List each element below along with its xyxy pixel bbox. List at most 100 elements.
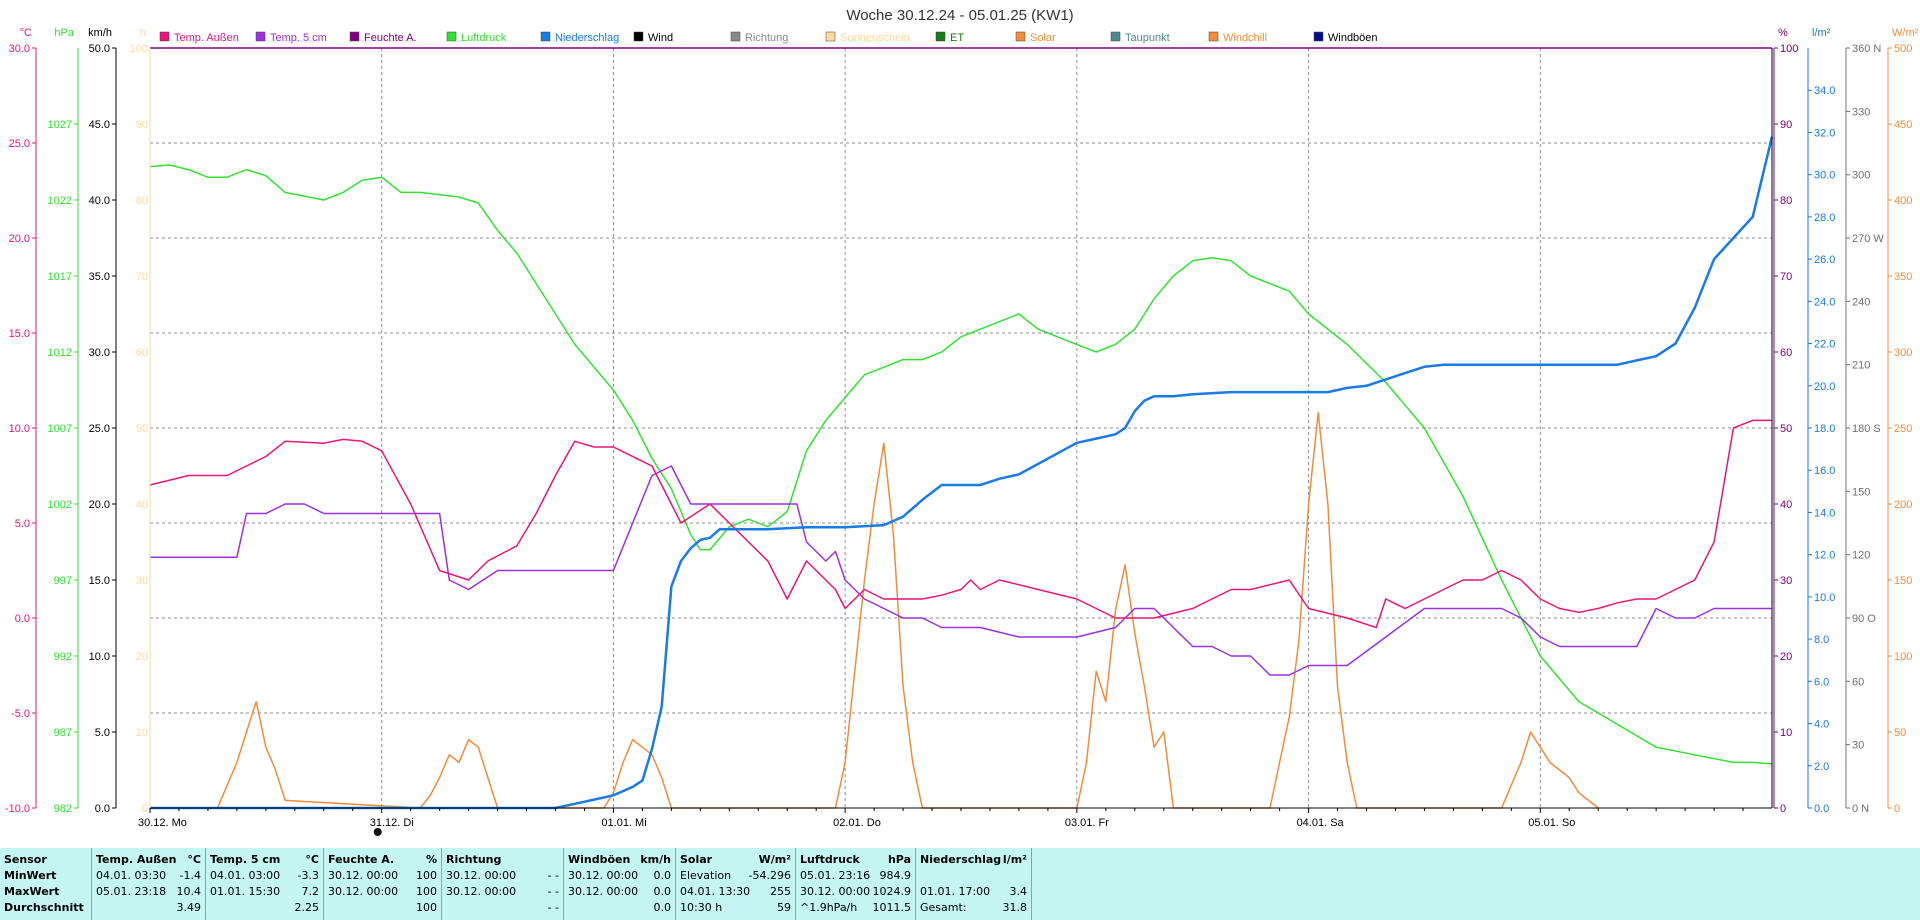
stats-col-unit: °C	[305, 853, 319, 866]
legend-label: Sonnenschein	[840, 32, 910, 44]
stats-col-unit: %	[425, 853, 437, 866]
axis-tick-label-humidity: 70	[1780, 271, 1792, 283]
x-day-label: 02.01. Do	[833, 817, 881, 829]
axis-tick-label-humidity: 60	[1780, 347, 1792, 359]
stats-cell-label: Gesamt:	[920, 901, 967, 914]
x-day-label: 05.01. So	[1528, 817, 1575, 829]
stats-cell-value: -3.3	[297, 869, 319, 882]
axis-tick-label-direction: 360 N	[1852, 43, 1881, 55]
stats-cell-value: 1011.5	[872, 901, 912, 914]
axis-tick-label-humidity: 40	[1780, 499, 1792, 511]
series-group	[149, 136, 1774, 810]
stats-cell-label: ^1.9hPa/h	[800, 901, 858, 914]
axis-tick-label-pressure: 987	[54, 727, 72, 739]
axis-tick-label-precip: 26.0	[1814, 254, 1835, 266]
stats-col-header: Temp. 5 cm	[210, 853, 281, 866]
stats-col-header: Windböen	[568, 853, 631, 866]
axis-tick-label-direction: 270 W	[1852, 233, 1884, 245]
stats-col-luftdruck: Luftdruck hPa 05.01. 23:16 984.9 30.12. 00:0…	[796, 848, 916, 920]
axis-tick-label-pressure: 982	[54, 803, 72, 815]
axis-tick-label-solar: 200	[1894, 499, 1912, 511]
legend-swatch	[1313, 31, 1324, 42]
axis-tick-label-temp: -10.0	[5, 803, 30, 815]
axis-tick-label-wind: 25.0	[89, 423, 110, 435]
stats-cell-label: 30.12. 00:00	[446, 885, 517, 898]
axis-tick-label-humidity: 100	[1780, 43, 1798, 55]
stats-cell-value: - -	[547, 901, 559, 914]
axis-tick-label-humidity: 10	[1780, 727, 1792, 739]
axis-tick-label-temp: 10.0	[9, 423, 30, 435]
stats-cell-label: 04.01. 03:30	[96, 869, 167, 882]
axis-tick-label-sunshine: 70	[136, 271, 148, 283]
legend-label: Luftdruck	[461, 32, 507, 44]
axis-unit-wind: km/h	[88, 27, 112, 39]
axis-tick-label-solar: 150	[1894, 575, 1912, 587]
axis-tick-label-pressure: 1017	[48, 271, 72, 283]
stats-col-header: Solar	[680, 853, 713, 866]
axis-tick-label-humidity: 30	[1780, 575, 1792, 587]
axis-tick-label-wind: 10.0	[89, 651, 110, 663]
row-label-min: MinWert	[4, 869, 57, 882]
axis-tick-label-precip: 14.0	[1814, 507, 1835, 519]
axis-tick-label-sunshine: 90	[136, 119, 148, 131]
legend-label: Taupunkt	[1125, 32, 1170, 44]
x-day-label: 30.12. Mo	[138, 817, 187, 829]
axis-tick-label-temp: 0.0	[15, 613, 30, 625]
stats-header: Sensor	[4, 853, 47, 866]
axis-tick-label-precip: 4.0	[1814, 719, 1829, 731]
axis-tick-label-humidity: 80	[1780, 195, 1792, 207]
axis-tick-label-sunshine: 60	[136, 347, 148, 359]
stats-col-sensor: Sensor MinWert MaxWert Durchschnitt	[0, 848, 92, 920]
legend-swatch	[255, 31, 266, 42]
moon-icon	[373, 828, 382, 836]
stats-cell-value: - -	[547, 885, 559, 898]
legend: Temp. Außen Temp. 5 cm Feuchte A. Luftdruck…	[159, 31, 1378, 44]
axis-tick-label-pressure: 1012	[48, 347, 72, 359]
stats-col-header: Feuchte A.	[328, 853, 395, 866]
axis-tick-label-precip: 8.0	[1814, 634, 1829, 646]
axis-tick-label-temp: 25.0	[9, 138, 30, 150]
axis-tick-label-direction: 180 S	[1852, 423, 1881, 435]
stats-cell-label: 30.12. 00:00	[568, 869, 639, 882]
stats-cell-label: 04.01. 03:00	[210, 869, 281, 882]
stats-table: Sensor MinWert MaxWert Durchschnitt Temp…	[0, 848, 1920, 920]
x-day-label: 31.12. Di	[370, 817, 414, 829]
axis-tick-label-humidity: 0	[1780, 803, 1786, 815]
axis-unit-solar: W/m²	[1892, 27, 1919, 39]
series-solar	[150, 412, 1599, 809]
axis-tick-label-sunshine: 30	[136, 575, 148, 587]
legend-label: Richtung	[745, 32, 788, 44]
legend-label: Windböen	[1328, 32, 1378, 44]
axis-tick-label-precip: 30.0	[1814, 170, 1835, 182]
axis-tick-label-precip: 32.0	[1814, 127, 1835, 139]
axis-tick-label-solar: 500	[1894, 43, 1912, 55]
stats-cell-value: 0.0	[653, 885, 672, 898]
legend-swatch	[349, 31, 360, 42]
axis-tick-label-wind: 15.0	[89, 575, 110, 587]
chart-title: Woche 30.12.24 - 05.01.25 (KW1)	[846, 7, 1073, 24]
stats-cell-value: 3.4	[1009, 885, 1028, 898]
legend-label: Niederschlag	[555, 32, 619, 44]
grid	[150, 48, 1772, 808]
stats-cell-label: 05.01. 23:18	[96, 885, 167, 898]
x-day-label: 01.01. Mi	[601, 817, 646, 829]
stats-cell-value: 100	[416, 901, 437, 914]
axis-unit-temp: °C	[20, 27, 32, 39]
axis-tick-label-temp: 30.0	[9, 43, 30, 55]
stats-cell-value: -54.296	[748, 869, 791, 882]
axis-tick-label-sunshine: 80	[136, 195, 148, 207]
legend-label: Windchill	[1223, 32, 1267, 44]
axis-unit-pressure: hPa	[54, 27, 74, 39]
axis-tick-label-sunshine: 50	[136, 423, 148, 435]
axis-tick-label-precip: 22.0	[1814, 339, 1835, 351]
legend-label: Solar	[1030, 32, 1056, 44]
axis-tick-label-solar: 0	[1894, 803, 1900, 815]
axis-tick-label-wind: 45.0	[89, 119, 110, 131]
axis-tick-label-wind: 20.0	[89, 499, 110, 511]
axes-group: 30.12. Mo 31.12. Di 01.01. Mi 02.01. Do 03.0…	[5, 27, 1919, 836]
axis-tick-label-pressure: 1002	[48, 499, 72, 511]
stats-cell-value: - -	[547, 869, 559, 882]
stats-cell-value: 31.8	[1002, 901, 1028, 914]
stats-cell-value: 0.0	[653, 901, 672, 914]
axis-tick-label-temp: 15.0	[9, 328, 30, 340]
